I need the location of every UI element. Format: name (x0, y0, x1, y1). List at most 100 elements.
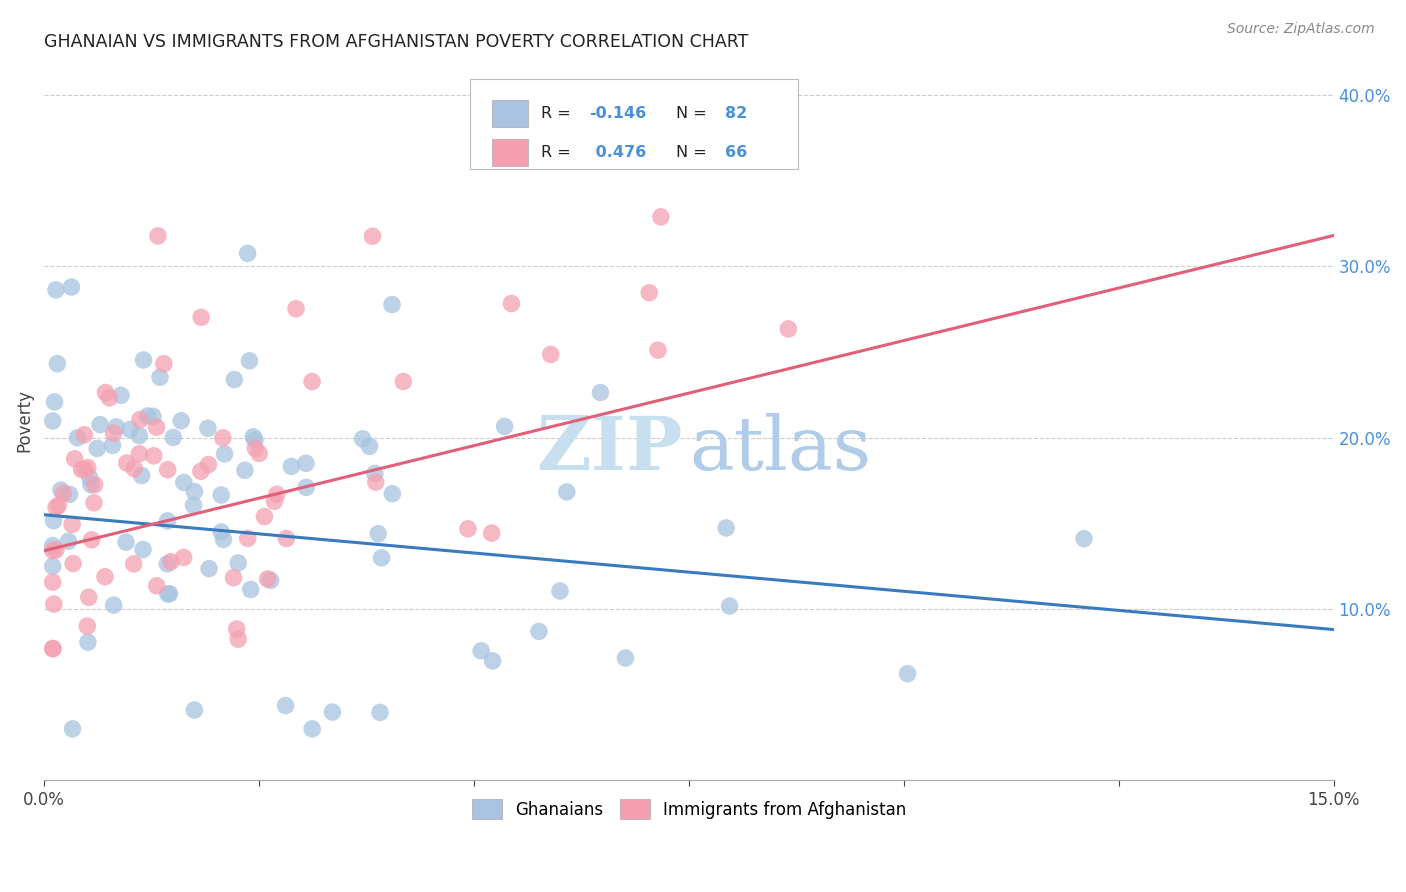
Point (136, 409, 159, 423)
Point (1073, 532, 1095, 546)
Text: R =: R = (540, 106, 575, 121)
Point (42, 514, 65, 528)
Point (128, 428, 150, 442)
Point (364, 475, 387, 490)
Point (156, 587, 179, 601)
Point (41, 539, 63, 553)
Point (41, 414, 63, 428)
Point (173, 475, 195, 490)
Text: N =: N = (676, 145, 711, 161)
Point (381, 297, 404, 311)
Point (41, 559, 63, 574)
Point (285, 301, 308, 316)
Point (94, 570, 117, 584)
Point (301, 722, 323, 736)
Point (159, 587, 181, 601)
Point (540, 347, 562, 361)
Point (352, 432, 374, 446)
Point (233, 463, 256, 477)
Point (132, 542, 155, 557)
Point (242, 430, 264, 444)
Point (42, 597, 65, 611)
Point (247, 446, 270, 460)
Point (128, 447, 150, 461)
Point (73, 462, 96, 476)
Legend: Ghanaians, Immigrants from Afghanistan: Ghanaians, Immigrants from Afghanistan (465, 792, 912, 826)
Point (481, 654, 503, 668)
Point (224, 373, 246, 387)
Point (131, 468, 153, 483)
Point (239, 582, 262, 597)
Point (527, 624, 550, 639)
Point (86, 442, 108, 456)
Point (718, 599, 741, 613)
Point (41, 543, 63, 558)
Point (52, 486, 75, 500)
Point (70, 462, 93, 476)
Point (259, 574, 281, 588)
Point (101, 438, 124, 452)
Point (115, 456, 138, 470)
Point (59, 487, 82, 501)
Point (110, 388, 132, 402)
Text: 66: 66 (725, 145, 747, 161)
Point (45, 542, 67, 557)
Point (98, 391, 121, 405)
Point (79, 471, 101, 485)
Point (494, 419, 516, 434)
Point (120, 422, 142, 436)
FancyBboxPatch shape (492, 139, 527, 166)
Point (361, 229, 384, 244)
Point (295, 456, 318, 470)
Point (222, 571, 245, 585)
Point (650, 210, 672, 224)
Point (132, 353, 155, 368)
Point (368, 706, 391, 720)
Point (60, 280, 83, 294)
Point (48, 498, 70, 512)
Point (301, 375, 323, 389)
Point (548, 584, 571, 599)
Point (183, 484, 205, 499)
Point (160, 555, 183, 569)
FancyBboxPatch shape (492, 100, 527, 128)
Point (80, 477, 103, 491)
Point (321, 705, 343, 719)
Point (209, 488, 232, 502)
Point (73, 427, 96, 442)
Point (156, 463, 179, 477)
Text: 82: 82 (725, 106, 747, 121)
Text: Source: ZipAtlas.com: Source: ZipAtlas.com (1227, 22, 1375, 37)
Point (266, 487, 288, 501)
Text: 0.476: 0.476 (589, 145, 645, 161)
Point (481, 526, 503, 541)
Point (146, 228, 169, 243)
Point (156, 557, 179, 571)
Point (77, 591, 100, 605)
Point (256, 572, 278, 586)
Point (236, 246, 259, 260)
Point (714, 521, 737, 535)
Point (236, 532, 259, 546)
Point (83, 496, 105, 510)
Point (183, 703, 205, 717)
Point (76, 619, 98, 633)
Point (94, 385, 117, 400)
Point (381, 486, 404, 500)
Point (638, 285, 661, 300)
Text: N =: N = (676, 106, 711, 121)
Point (41, 641, 63, 656)
Point (214, 447, 236, 461)
Point (589, 385, 612, 400)
Point (392, 375, 415, 389)
Point (501, 296, 523, 310)
Point (44, 395, 66, 409)
Point (45, 283, 67, 297)
Point (295, 480, 318, 494)
Text: GHANAIAN VS IMMIGRANTS FROM AFGHANISTAN POVERTY CORRELATION CHART: GHANAIAN VS IMMIGRANTS FROM AFGHANISTAN … (44, 33, 748, 51)
Point (49, 483, 72, 497)
Point (162, 430, 184, 444)
Point (63, 451, 86, 466)
Point (212, 431, 235, 445)
Point (897, 666, 920, 681)
